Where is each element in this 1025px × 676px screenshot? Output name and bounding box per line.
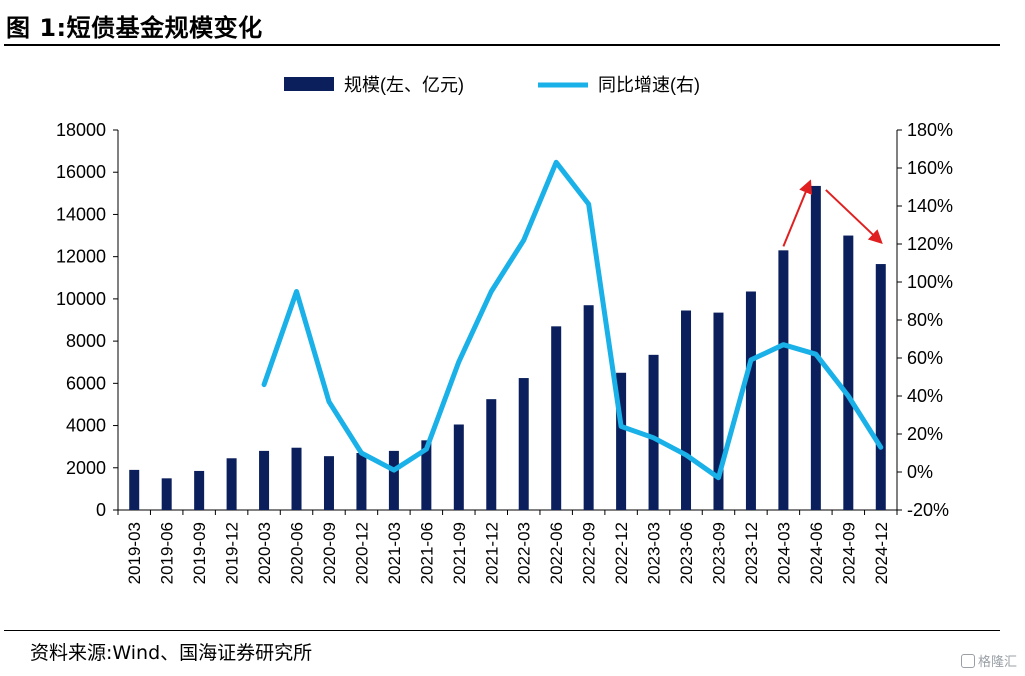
- arrow-up-annotation: [782, 179, 813, 247]
- x-tick-label: 2020-09: [320, 522, 339, 584]
- right-tick-label: 180%: [907, 120, 953, 140]
- x-tick-label: 2023-09: [709, 522, 728, 584]
- left-tick-label: 14000: [56, 204, 106, 224]
- right-tick-label: 0%: [907, 462, 933, 482]
- x-tick-label: 2024-09: [839, 522, 858, 584]
- right-tick-label: 160%: [907, 158, 953, 178]
- bar-scale: [713, 312, 724, 510]
- right-tick-label: 20%: [907, 424, 943, 444]
- left-tick-label: 18000: [56, 120, 106, 140]
- legend-swatch-bar: [284, 77, 334, 91]
- bar-scale: [323, 456, 334, 510]
- right-tick-label: 120%: [907, 234, 953, 254]
- x-tick-label: 2020-12: [352, 522, 371, 584]
- source-note: 资料来源:Wind、国海证券研究所: [30, 642, 313, 664]
- left-tick-label: 2000: [66, 458, 106, 478]
- figure-title: 图 1:短债基金规模变化: [6, 14, 263, 42]
- watermark-logo-icon: [960, 653, 975, 668]
- bar-scale: [583, 305, 594, 510]
- bar-scale: [226, 458, 237, 510]
- bar-scale: [291, 447, 302, 510]
- x-tick-label: 2020-03: [255, 522, 274, 584]
- x-tick-label: 2019-03: [125, 522, 144, 584]
- x-tick-label: 2019-06: [158, 522, 177, 584]
- bar-scale: [778, 250, 789, 511]
- bar-scale: [551, 326, 562, 510]
- arrow-down-annotation: [825, 189, 883, 244]
- bar-scale: [388, 450, 399, 510]
- bar-scale: [356, 453, 367, 510]
- x-tick-label: 2023-12: [742, 522, 761, 584]
- right-tick-label: -20%: [907, 500, 949, 520]
- left-tick-label: 4000: [66, 416, 106, 436]
- bar-scale: [875, 264, 886, 510]
- bar-scale: [648, 354, 659, 510]
- x-tick-label: 2021-09: [450, 522, 469, 584]
- source-divider: [4, 630, 1000, 631]
- bar-scale: [421, 440, 432, 510]
- legend-label-bar: 规模(左、亿元): [344, 75, 464, 95]
- title-divider: [4, 44, 1000, 46]
- watermark: 格隆汇: [960, 651, 1017, 670]
- right-tick-label: 100%: [907, 272, 953, 292]
- growth-line: [261, 159, 884, 481]
- x-tick-label: 2020-06: [288, 522, 307, 584]
- x-tick-label: 2022-06: [547, 522, 566, 584]
- x-tick-label: 2021-03: [385, 522, 404, 584]
- bar-scale: [843, 235, 854, 511]
- x-tick-label: 2021-06: [417, 522, 436, 584]
- x-tick-label: 2023-03: [645, 522, 664, 584]
- legend-label-line: 同比增速(右): [598, 75, 700, 95]
- left-tick-label: 10000: [56, 289, 106, 309]
- right-tick-label: 40%: [907, 386, 943, 406]
- bar-scale: [745, 291, 756, 510]
- x-tick-label: 2024-03: [774, 522, 793, 584]
- bar-scale: [486, 399, 497, 510]
- bar-scale: [616, 372, 627, 510]
- right-tick-label: 60%: [907, 348, 943, 368]
- x-tick-label: 2022-12: [612, 522, 631, 584]
- x-tick-label: 2023-06: [677, 522, 696, 584]
- left-tick-label: 0: [96, 500, 106, 520]
- legend: 规模(左、亿元) 同比增速(右): [284, 75, 700, 95]
- bar-scale: [453, 424, 464, 510]
- bar-scale: [161, 478, 172, 510]
- bar-scale: [518, 378, 529, 510]
- bar-scale: [681, 310, 692, 510]
- right-tick-label: 80%: [907, 310, 943, 330]
- left-tick-label: 6000: [66, 373, 106, 393]
- left-tick-label: 16000: [56, 162, 106, 182]
- x-tick-label: 2019-12: [223, 522, 242, 584]
- right-tick-label: 140%: [907, 196, 953, 216]
- bar-scale: [259, 450, 270, 510]
- x-tick-label: 2022-03: [515, 522, 534, 584]
- x-tick-label: 2019-09: [190, 522, 209, 584]
- x-tick-label: 2024-12: [872, 522, 891, 584]
- bar-scale: [129, 469, 140, 510]
- bar-scale: [194, 470, 205, 510]
- left-tick-label: 12000: [56, 247, 106, 267]
- bar-scale: [810, 185, 821, 510]
- left-tick-label: 8000: [66, 331, 106, 351]
- watermark-text: 格隆汇: [977, 655, 1017, 670]
- x-tick-label: 2022-09: [580, 522, 599, 584]
- x-tick-label: 2021-12: [482, 522, 501, 584]
- x-tick-label: 2024-06: [807, 522, 826, 584]
